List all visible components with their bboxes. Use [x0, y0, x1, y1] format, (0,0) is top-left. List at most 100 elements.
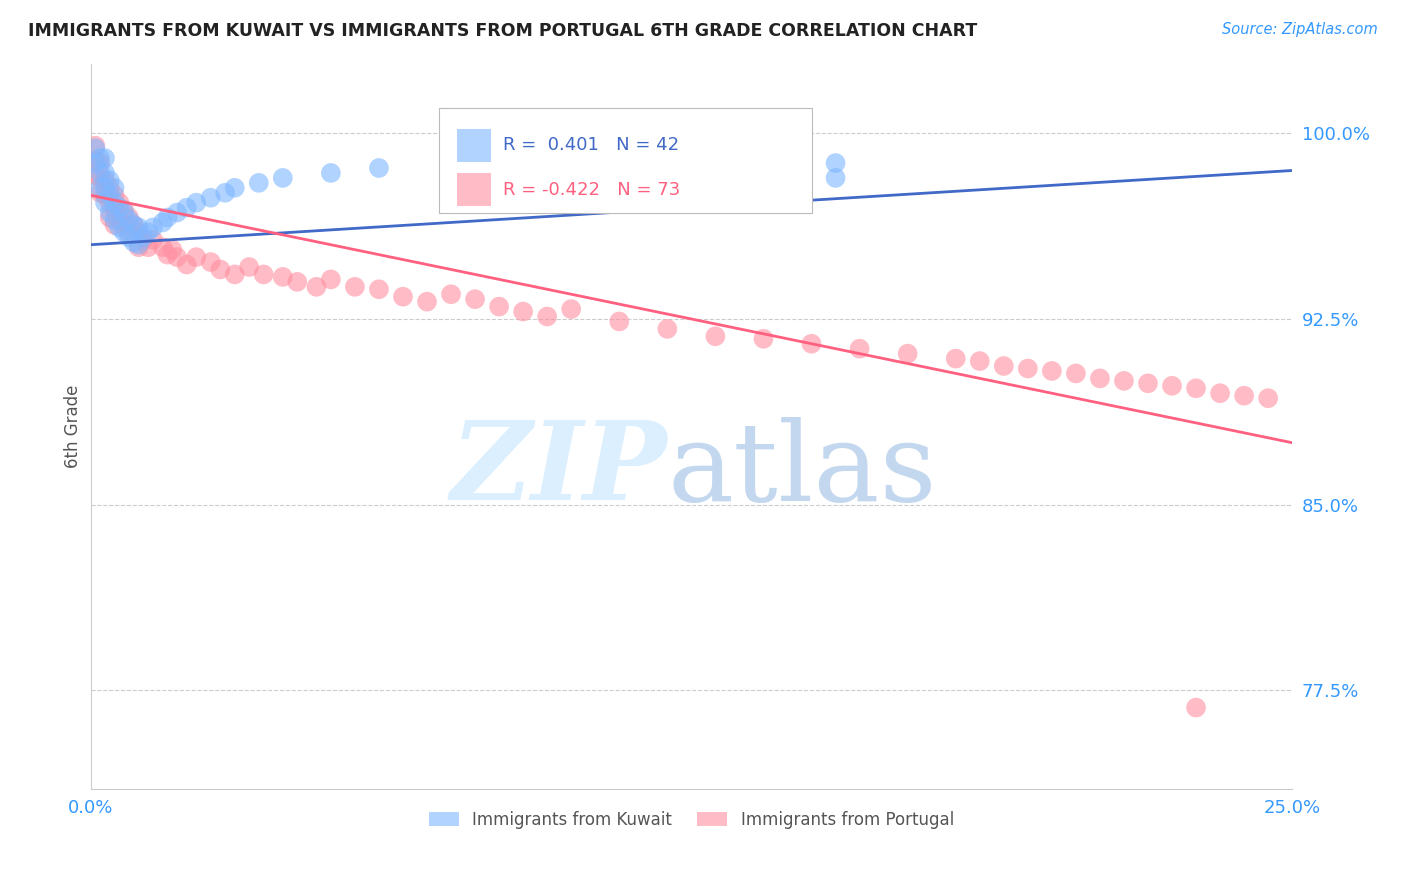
Point [94, 188, 117, 202]
Point [152, 240, 174, 254]
Bar [457, 129, 491, 161]
Point [1064, 367, 1087, 381]
Point [238, 260, 260, 274]
Point [94, 151, 117, 165]
Text: IMMIGRANTS FROM KUWAIT VS IMMIGRANTS FROM PORTUGAL 6TH GRADE CORRELATION CHART: IMMIGRANTS FROM KUWAIT VS IMMIGRANTS FRO… [28, 22, 977, 40]
Point [136, 225, 159, 239]
Y-axis label: 6th Grade: 6th Grade [65, 385, 82, 468]
Point [136, 240, 159, 254]
Point [560, 302, 582, 317]
Point [118, 225, 141, 239]
Point [1185, 381, 1208, 395]
Point [848, 342, 870, 356]
Point [84, 169, 107, 183]
Point [993, 359, 1015, 373]
Point [368, 161, 391, 175]
Point [166, 250, 188, 264]
Text: Source: ZipAtlas.com: Source: ZipAtlas.com [1222, 22, 1378, 37]
Point [824, 156, 846, 170]
Point [118, 230, 141, 244]
Point [98, 173, 121, 187]
Point [1209, 386, 1232, 401]
Point [1233, 389, 1256, 403]
Point [128, 240, 150, 254]
Point [103, 213, 125, 227]
Point [285, 275, 308, 289]
Point [84, 141, 107, 155]
Point [156, 211, 179, 225]
Point [824, 170, 846, 185]
Point [186, 250, 208, 264]
Point [200, 255, 222, 269]
Point [152, 215, 174, 229]
Point [89, 151, 111, 165]
Point [464, 292, 486, 306]
Point [200, 191, 222, 205]
Point [224, 268, 246, 282]
Point [94, 195, 117, 210]
Point [98, 188, 121, 202]
Point [132, 230, 155, 244]
Point [108, 201, 131, 215]
Point [319, 166, 342, 180]
Point [800, 336, 823, 351]
Point [89, 166, 111, 180]
Point [122, 218, 145, 232]
Point [103, 188, 125, 202]
Point [108, 220, 131, 235]
Point [128, 220, 150, 235]
Point [89, 170, 111, 185]
Point [89, 186, 111, 200]
Point [112, 205, 135, 219]
Point [1017, 361, 1039, 376]
Point [162, 243, 184, 257]
Point [122, 218, 145, 232]
Point [108, 195, 131, 210]
Point [305, 280, 328, 294]
Point [271, 170, 294, 185]
Point [98, 211, 121, 225]
Point [103, 195, 125, 210]
Point [1161, 379, 1184, 393]
Point [103, 218, 125, 232]
Point [98, 205, 121, 219]
Point [271, 269, 294, 284]
Point [132, 233, 155, 247]
Point [945, 351, 967, 366]
Point [103, 203, 125, 218]
Point [1112, 374, 1135, 388]
Legend: Immigrants from Kuwait, Immigrants from Portugal: Immigrants from Kuwait, Immigrants from … [422, 804, 960, 835]
Point [186, 195, 208, 210]
Point [176, 258, 198, 272]
Point [84, 156, 107, 170]
Point [112, 225, 135, 239]
Point [94, 166, 117, 180]
Bar [457, 173, 491, 206]
Point [969, 354, 991, 368]
Point [94, 181, 117, 195]
Point [128, 225, 150, 239]
Point [1185, 700, 1208, 714]
Point [142, 220, 165, 235]
Point [512, 304, 534, 318]
Text: R = -0.422   N = 73: R = -0.422 N = 73 [503, 180, 681, 199]
Point [89, 181, 111, 195]
Point [247, 176, 270, 190]
Text: ZIP: ZIP [451, 417, 668, 524]
Point [1136, 376, 1159, 391]
Point [536, 310, 558, 324]
Point [752, 332, 775, 346]
Point [142, 233, 165, 247]
Point [657, 322, 679, 336]
Point [166, 205, 188, 219]
Point [128, 237, 150, 252]
Point [108, 211, 131, 225]
Point [440, 287, 463, 301]
Point [103, 181, 125, 195]
Point [224, 181, 246, 195]
Point [1257, 391, 1279, 405]
Point [1040, 364, 1063, 378]
Point [607, 314, 630, 328]
Point [343, 280, 366, 294]
Point [416, 294, 439, 309]
